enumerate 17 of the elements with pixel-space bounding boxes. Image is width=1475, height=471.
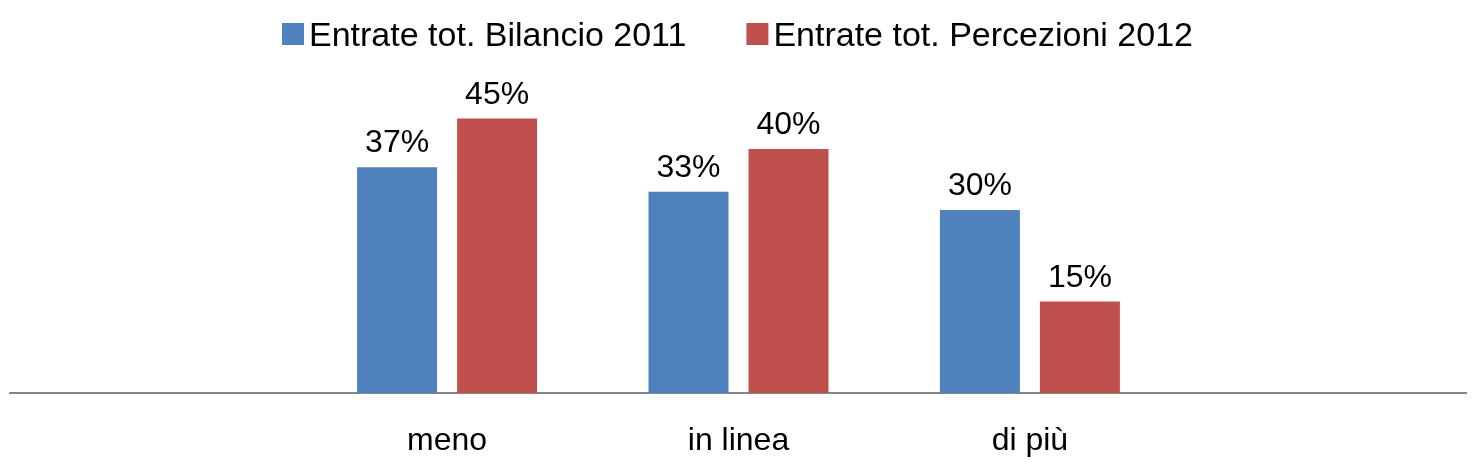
data-label: 45% [465, 74, 530, 111]
legend-label: Entrate tot. Bilancio 2011 [309, 15, 687, 53]
bar [357, 167, 438, 393]
legend-label: Entrate tot. Percezioni 2012 [773, 15, 1193, 53]
data-label: 37% [365, 123, 430, 160]
bar [457, 118, 538, 393]
bar [939, 210, 1020, 393]
data-label: 40% [756, 105, 821, 141]
x-tick-label: di più [991, 421, 1069, 457]
bar [648, 191, 729, 393]
x-tick-label: in linea [687, 421, 790, 457]
x-tick-label: meno [407, 421, 488, 457]
bar [1039, 301, 1120, 393]
data-label: 30% [947, 166, 1012, 202]
data-label: 15% [1047, 257, 1112, 294]
bar [748, 149, 829, 393]
data-label: 33% [656, 147, 721, 184]
